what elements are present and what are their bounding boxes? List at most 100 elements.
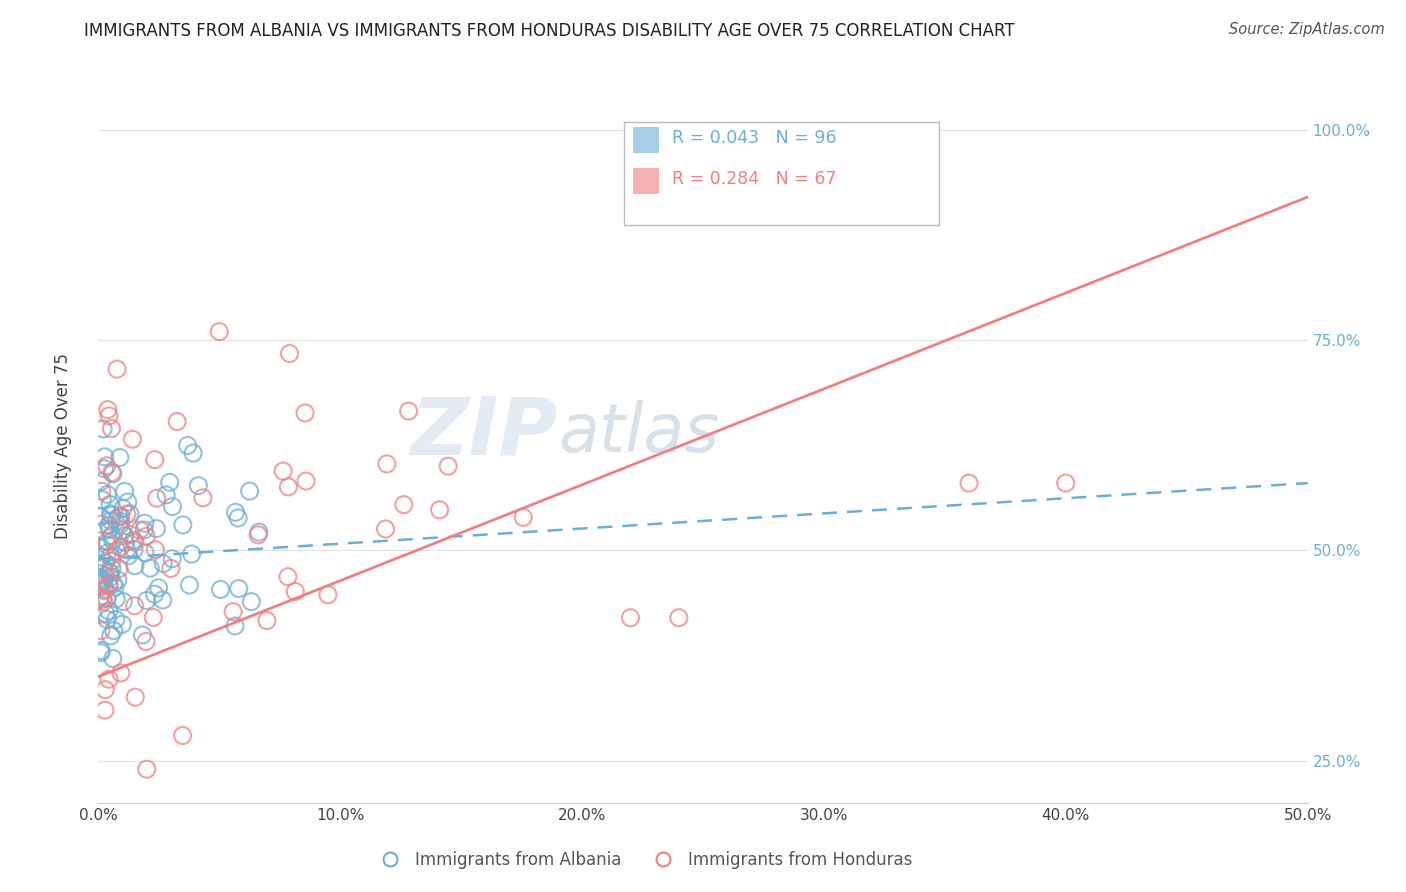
Point [148,581,170,595]
Point [103,577,125,591]
Point [134,516,156,531]
Point [93,524,115,538]
Point [90,475,112,489]
Point [392,498,415,512]
Point [93,461,115,475]
Point [90,576,112,591]
Point [104,580,127,594]
Text: IMMIGRANTS FROM ALBANIA VS IMMIGRANTS FROM HONDURAS DISABILITY AGE OVER 75 CORRE: IMMIGRANTS FROM ALBANIA VS IMMIGRANTS FR… [84,22,1015,40]
Point [166,415,188,429]
Point [957,476,980,491]
Point [93,450,115,464]
Point [96,613,118,627]
Point [142,610,165,624]
Point [98,579,121,593]
Point [122,542,145,557]
Point [155,488,177,502]
Point [90,590,112,604]
Point [90,574,112,589]
Point [100,507,122,521]
Point [98,565,121,579]
Point [135,634,157,648]
Point [121,432,143,446]
Point [512,510,534,524]
Point [668,611,690,625]
Point [278,346,301,360]
Point [94,682,117,697]
Point [437,459,460,474]
Point [100,528,122,542]
Point [375,457,398,471]
Point [97,518,120,533]
Point [143,542,166,557]
Point [160,561,183,575]
Point [98,522,121,536]
Point [111,617,134,632]
Point [172,729,194,743]
Point [256,614,278,628]
Point [93,583,115,598]
Point [101,651,124,665]
Point [152,593,174,607]
Point [239,484,262,499]
Point [124,690,146,705]
Point [90,580,112,594]
Point [134,546,156,560]
Point [96,487,118,501]
Point [103,624,125,638]
Point [91,492,114,507]
Point [105,362,128,376]
Point [135,593,157,607]
Point [316,588,339,602]
Point [101,561,124,575]
Point [139,561,162,575]
Point [284,584,307,599]
Point [90,541,112,555]
Point [98,549,121,563]
Point [100,570,122,584]
Point [131,628,153,642]
Point [124,535,146,549]
Point [135,529,157,543]
Point [114,528,136,542]
Point [176,438,198,452]
Point [111,501,134,516]
Point [374,522,396,536]
Legend: Immigrants from Albania, Immigrants from Honduras: Immigrants from Albania, Immigrants from… [367,845,918,876]
Point [247,528,270,542]
Point [228,582,250,596]
Point [90,646,112,660]
Point [143,452,166,467]
Point [224,619,246,633]
Point [115,542,138,557]
Point [124,558,146,573]
Text: Disability Age Over 75: Disability Age Over 75 [55,353,72,539]
Point [426,830,449,844]
Point [187,478,209,492]
Point [101,467,124,481]
Point [117,549,139,563]
Text: R = 0.284   N = 67: R = 0.284 N = 67 [672,169,837,187]
Point [134,523,156,537]
Point [159,475,181,490]
Point [110,517,132,532]
Point [114,535,136,549]
Point [110,541,132,555]
Point [112,594,135,608]
Point [118,507,141,521]
Point [91,592,114,607]
Point [97,546,120,560]
Point [97,672,120,686]
Point [107,573,129,587]
Point [110,509,132,524]
Point [94,556,117,570]
Point [97,577,120,591]
Point [152,557,174,571]
Point [277,570,299,584]
Point [101,508,124,523]
Point [94,582,117,596]
Point [295,474,318,488]
Point [135,762,157,776]
Point [115,507,138,521]
Point [100,554,122,568]
